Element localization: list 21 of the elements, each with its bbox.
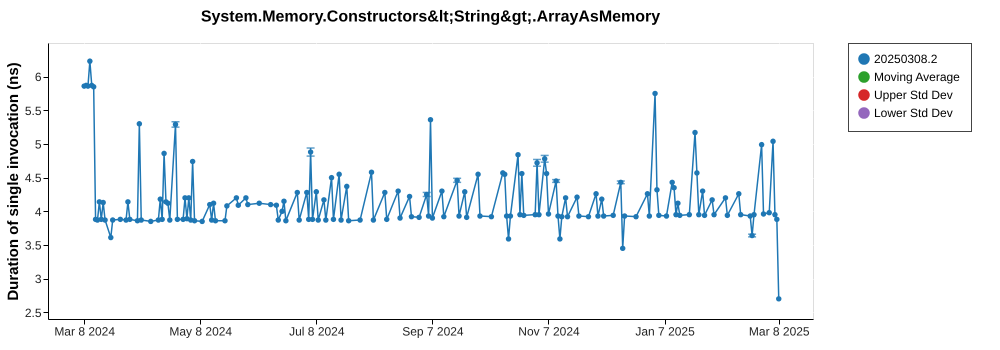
y-tick-label: 5.5 [24, 104, 42, 118]
y-tick-label: 2.5 [24, 306, 42, 320]
x-tick-label: Jul 8 2024 [289, 324, 345, 338]
x-tick-label: Mar 8 2024 [54, 324, 116, 338]
y-tick-label: 4.5 [24, 171, 42, 186]
x-tick-label: Mar 8 2025 [748, 324, 810, 338]
y-tick-label: 3.5 [24, 238, 42, 252]
x-tick-label: Jan 7 2025 [635, 324, 696, 338]
y-tick-label: 5 [34, 137, 42, 152]
legend-label: 20250308.2 [874, 52, 938, 66]
y-axis-title: Duration of single invocation (ns) [4, 62, 22, 301]
x-tick-label: Sep 7 2024 [402, 324, 464, 338]
x-tick-label: May 8 2024 [169, 324, 232, 338]
legend-label: Upper Std Dev [874, 88, 953, 102]
legend-label: Lower Std Dev [874, 106, 953, 120]
y-tick-label: 4 [34, 204, 42, 219]
y-tick-label: 6 [34, 70, 42, 84]
y-tick-label: 3 [34, 272, 42, 286]
chart-title: System.Memory.Constructors&lt;String&gt;.ArrayAsMemory [200, 8, 660, 26]
legend-label: Moving Average [874, 70, 960, 84]
x-tick-label: Nov 7 2024 [518, 324, 580, 338]
